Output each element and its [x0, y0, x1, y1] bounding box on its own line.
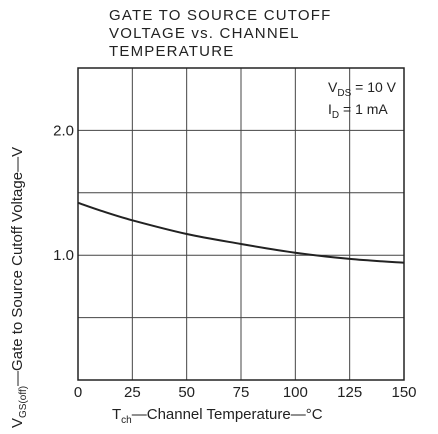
condition-vds: VDS = 10 V — [328, 79, 397, 99]
x-axis-label: Tch—Channel Temperature—°C — [112, 406, 323, 426]
series-line — [77, 201, 405, 264]
x-tick-label: 125 — [337, 384, 362, 401]
y-tick-labels: 1.0 2.0 — [53, 122, 74, 264]
y-tick-label: 2.0 — [53, 122, 74, 139]
x-tick-label: 0 — [74, 384, 82, 401]
y-axis-label: VGS(off)—Gate to Source Cutoff Voltage—V — [9, 147, 29, 428]
chart-title: GATE TO SOURCE CUTOFF VOLTAGE vs. CHANNE… — [109, 7, 331, 60]
x-tick-label: 75 — [233, 384, 250, 401]
chart-title-line-2: VOLTAGE vs. CHANNEL — [109, 25, 300, 42]
chart-title-line-3: TEMPERATURE — [109, 43, 234, 60]
condition-box: VDS = 10 V ID = 1 mA — [328, 79, 397, 121]
x-tick-label: 25 — [124, 384, 141, 401]
y-tick-label: 1.0 — [53, 247, 74, 264]
chart-title-line-1: GATE TO SOURCE CUTOFF — [109, 7, 331, 24]
x-tick-labels: 0 25 50 75 100 125 150 — [74, 384, 417, 401]
condition-id: ID = 1 mA — [328, 101, 388, 121]
x-tick-label: 150 — [391, 384, 416, 401]
plot-frame — [77, 67, 405, 381]
x-tick-label: 100 — [283, 384, 308, 401]
x-tick-label: 50 — [178, 384, 195, 401]
